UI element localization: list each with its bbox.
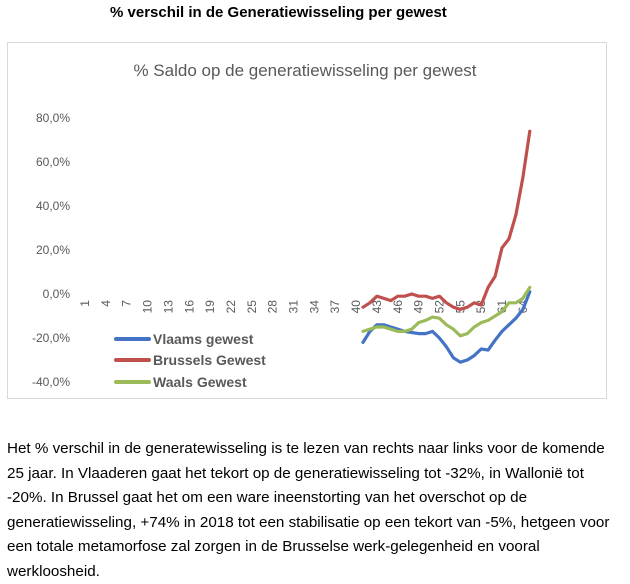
series-line-3 <box>361 285 532 338</box>
x-tick-label: 19 <box>203 300 217 314</box>
x-tick-label: 46 <box>391 300 405 314</box>
page-heading: % verschil in de Generatiewisseling per … <box>110 4 447 21</box>
x-tick-label: 52 <box>432 300 446 314</box>
x-tick-label: 7 <box>120 300 134 307</box>
x-tick-label: 49 <box>412 300 426 314</box>
y-tick-label: 20,0% <box>36 243 70 257</box>
x-tick-label: 40 <box>349 300 363 314</box>
y-tick-label: 80,0% <box>36 111 70 125</box>
x-tick-label: 4 <box>99 300 113 307</box>
x-tick-label: 16 <box>182 300 196 314</box>
y-tick-label: 40,0% <box>36 199 70 213</box>
chart-frame: % Saldo op de generatiewisseling per gew… <box>7 42 607 399</box>
x-tick-label: 31 <box>287 300 301 314</box>
legend-label: Brussels Gewest <box>153 352 266 368</box>
x-tick-label: 34 <box>307 300 321 314</box>
line-chart: % Saldo op de generatiewisseling per gew… <box>32 61 532 390</box>
y-tick-label: 60,0% <box>36 155 70 169</box>
x-tick-label: 43 <box>370 300 384 314</box>
x-tick-label: 61 <box>495 300 509 314</box>
chart-title: % Saldo op de generatiewisseling per gew… <box>133 61 476 80</box>
series-line-2 <box>361 129 532 311</box>
x-tick-label: 1 <box>78 300 92 307</box>
legend-label: Waals Gewest <box>153 374 247 390</box>
x-tick-label: 25 <box>245 300 259 314</box>
y-tick-label: -20,0% <box>32 331 70 345</box>
x-tick-label: 37 <box>328 300 342 314</box>
x-tick-label: 10 <box>141 300 155 314</box>
x-tick-label: 22 <box>224 300 238 314</box>
x-tick-label: 28 <box>266 300 280 314</box>
caption-text: Het % verschil in de generatewisseling i… <box>7 440 610 580</box>
y-tick-label: 0,0% <box>43 287 71 301</box>
x-tick-label: 13 <box>161 300 175 314</box>
y-tick-label: -40,0% <box>32 375 70 389</box>
legend-label: Vlaams gewest <box>153 331 254 347</box>
series-line-1 <box>361 290 532 364</box>
